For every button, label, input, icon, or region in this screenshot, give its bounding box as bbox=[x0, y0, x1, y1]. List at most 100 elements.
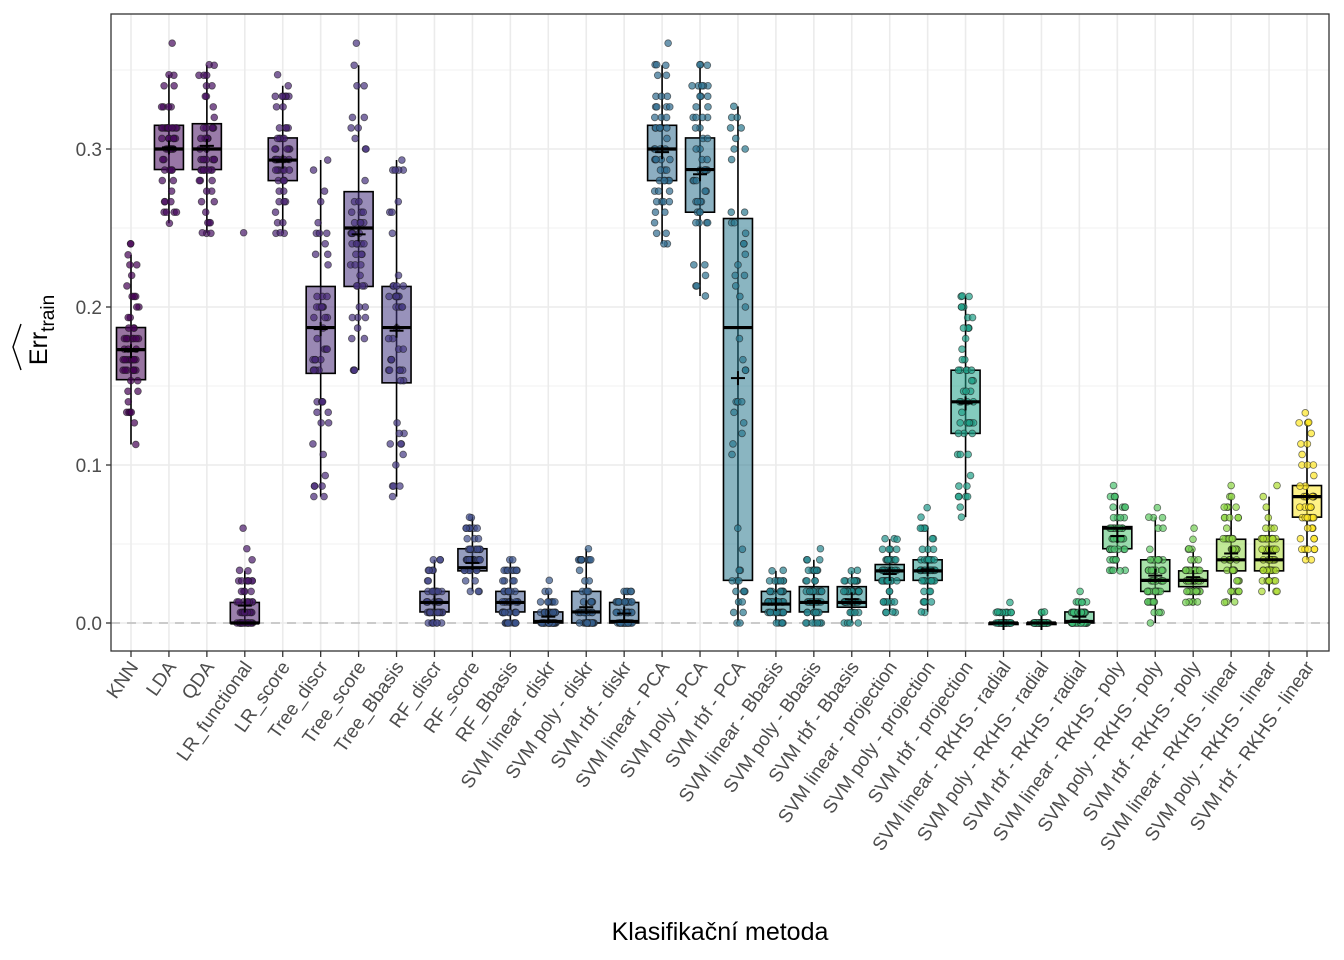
data-point bbox=[317, 419, 325, 427]
svg-text:Errtrain: Errtrain bbox=[25, 295, 59, 365]
data-point bbox=[392, 461, 400, 469]
data-point bbox=[1228, 534, 1237, 543]
data-point bbox=[923, 503, 931, 512]
data-point bbox=[738, 429, 746, 438]
data-point bbox=[1181, 598, 1190, 607]
data-point bbox=[476, 555, 484, 564]
data-point bbox=[348, 334, 356, 343]
data-point bbox=[893, 577, 901, 585]
data-point bbox=[234, 598, 243, 606]
data-point bbox=[1109, 566, 1117, 575]
data-point bbox=[360, 82, 368, 90]
data-point bbox=[130, 355, 138, 364]
data-point bbox=[738, 598, 747, 606]
data-point bbox=[779, 566, 788, 575]
data-point bbox=[652, 155, 660, 164]
data-point bbox=[360, 240, 368, 248]
data-point bbox=[730, 408, 738, 417]
data-point bbox=[1297, 440, 1305, 448]
data-point bbox=[650, 113, 659, 122]
data-point bbox=[388, 229, 397, 238]
data-point bbox=[665, 197, 674, 206]
data-point bbox=[729, 440, 737, 448]
data-point bbox=[697, 82, 706, 90]
major-gridlines bbox=[111, 14, 1329, 651]
data-point bbox=[736, 619, 744, 627]
data-point bbox=[1149, 598, 1158, 606]
box-svm-poly-projection bbox=[912, 503, 943, 617]
data-point bbox=[730, 145, 738, 153]
data-point bbox=[957, 513, 966, 521]
data-point bbox=[318, 482, 326, 490]
data-point bbox=[739, 355, 747, 364]
data-point bbox=[124, 313, 132, 322]
boxes-layer bbox=[115, 39, 1323, 630]
data-point bbox=[847, 567, 856, 575]
data-point bbox=[816, 544, 825, 553]
box-svm-rbf-bbasis bbox=[836, 566, 868, 627]
data-point bbox=[170, 82, 178, 90]
data-point bbox=[121, 366, 129, 375]
data-point bbox=[1220, 598, 1229, 607]
data-point bbox=[850, 577, 859, 585]
data-point bbox=[394, 271, 403, 280]
data-point bbox=[235, 566, 244, 575]
data-point bbox=[688, 82, 696, 90]
y-axis-title: Errtrain bbox=[12, 295, 59, 371]
data-point bbox=[956, 503, 965, 511]
data-point bbox=[279, 218, 287, 227]
data-point bbox=[585, 577, 594, 585]
data-point bbox=[311, 355, 319, 364]
data-point bbox=[614, 598, 623, 606]
data-point bbox=[499, 577, 507, 585]
data-point bbox=[501, 608, 509, 617]
data-point bbox=[351, 261, 359, 269]
data-point bbox=[954, 429, 963, 438]
data-point bbox=[1116, 567, 1124, 575]
data-point bbox=[928, 534, 937, 543]
data-point bbox=[360, 334, 369, 343]
data-point bbox=[1265, 577, 1274, 585]
data-point bbox=[276, 228, 285, 237]
data-point bbox=[652, 103, 661, 111]
data-point bbox=[392, 282, 401, 290]
data-point bbox=[273, 70, 282, 79]
data-point bbox=[1078, 598, 1086, 607]
data-point bbox=[803, 555, 812, 564]
data-point bbox=[361, 313, 370, 322]
data-point bbox=[1189, 535, 1197, 544]
data-point bbox=[395, 429, 404, 438]
box-rf-discr bbox=[419, 555, 450, 627]
data-point bbox=[318, 397, 327, 406]
data-point bbox=[206, 218, 215, 227]
data-point bbox=[965, 292, 973, 301]
data-point bbox=[731, 282, 740, 290]
box-qda bbox=[191, 60, 223, 238]
data-point bbox=[881, 534, 889, 543]
data-point bbox=[210, 61, 219, 70]
data-point bbox=[426, 608, 435, 617]
data-point bbox=[399, 282, 408, 290]
data-point bbox=[1301, 409, 1310, 417]
data-point bbox=[160, 82, 168, 90]
data-point bbox=[393, 419, 401, 427]
data-point bbox=[701, 271, 710, 280]
box-svm-poly-rkhs-radial bbox=[1026, 608, 1057, 630]
data-point bbox=[309, 440, 317, 448]
data-point bbox=[766, 608, 775, 617]
data-point bbox=[1181, 566, 1190, 575]
data-point bbox=[741, 229, 750, 238]
data-point bbox=[888, 608, 897, 616]
data-point bbox=[957, 303, 966, 311]
data-point bbox=[322, 229, 331, 238]
data-point bbox=[323, 156, 332, 164]
data-point bbox=[354, 124, 363, 132]
data-point bbox=[1303, 524, 1312, 532]
data-point bbox=[133, 376, 142, 385]
data-point bbox=[362, 145, 370, 153]
data-point bbox=[652, 60, 661, 69]
data-point bbox=[473, 545, 482, 554]
data-point bbox=[1120, 545, 1129, 554]
data-point bbox=[691, 124, 700, 132]
data-point bbox=[158, 134, 166, 143]
